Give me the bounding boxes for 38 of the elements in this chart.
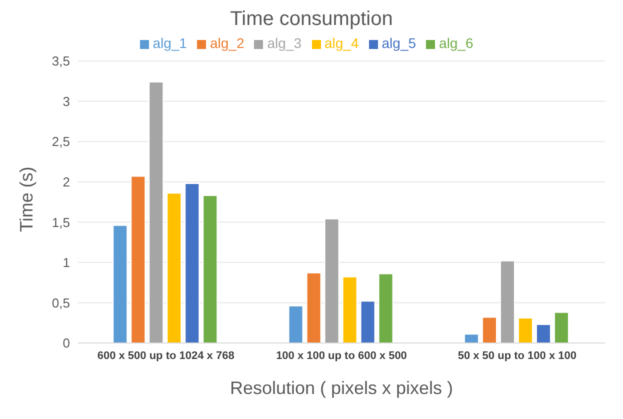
bar [464,334,479,343]
bar [360,300,376,343]
y-tick-label: 2 [62,174,70,190]
legend-label: alg_4 [324,35,359,51]
legend-label: alg_3 [267,35,302,51]
bar [288,305,304,343]
bar [342,276,358,343]
legend-label: alg_1 [152,35,187,51]
bar [324,218,340,343]
y-tick-label: 3,5 [52,54,70,69]
legend-label: alg_5 [382,35,416,51]
bar [184,182,200,343]
chart-title: Time consumption [229,8,394,31]
y-tick-label: 2,5 [52,134,70,150]
y-tick-label: 3 [62,94,70,109]
bar [112,224,128,343]
bar [306,272,322,343]
y-axis-title: Time (s) [16,166,36,232]
bar [554,312,569,343]
y-tick-label: 1 [62,255,70,270]
y-tick-label: 0,5 [52,295,70,310]
x-tick-label: 100 x 100 up to 600 x 500 [276,350,407,362]
bar [482,316,497,343]
x-tick-label: 600 x 500 up to 1024 x 768 [97,350,234,362]
bar [166,192,182,343]
x-tick-label: 50 x 50 up to 100 x 100 [458,350,576,362]
y-tick-label: 1,5 [52,214,70,230]
bar [202,195,218,343]
bar [518,318,533,343]
bar [536,324,551,343]
bar [130,176,146,343]
bar [500,260,515,343]
y-tick-label: 0 [62,336,70,351]
bar [148,81,164,343]
x-axis-title: Resolution ( pixels x pixels ) [230,378,454,398]
bar [378,273,394,343]
legend-label: alg_2 [210,35,244,51]
legend-label: alg_6 [439,35,474,51]
